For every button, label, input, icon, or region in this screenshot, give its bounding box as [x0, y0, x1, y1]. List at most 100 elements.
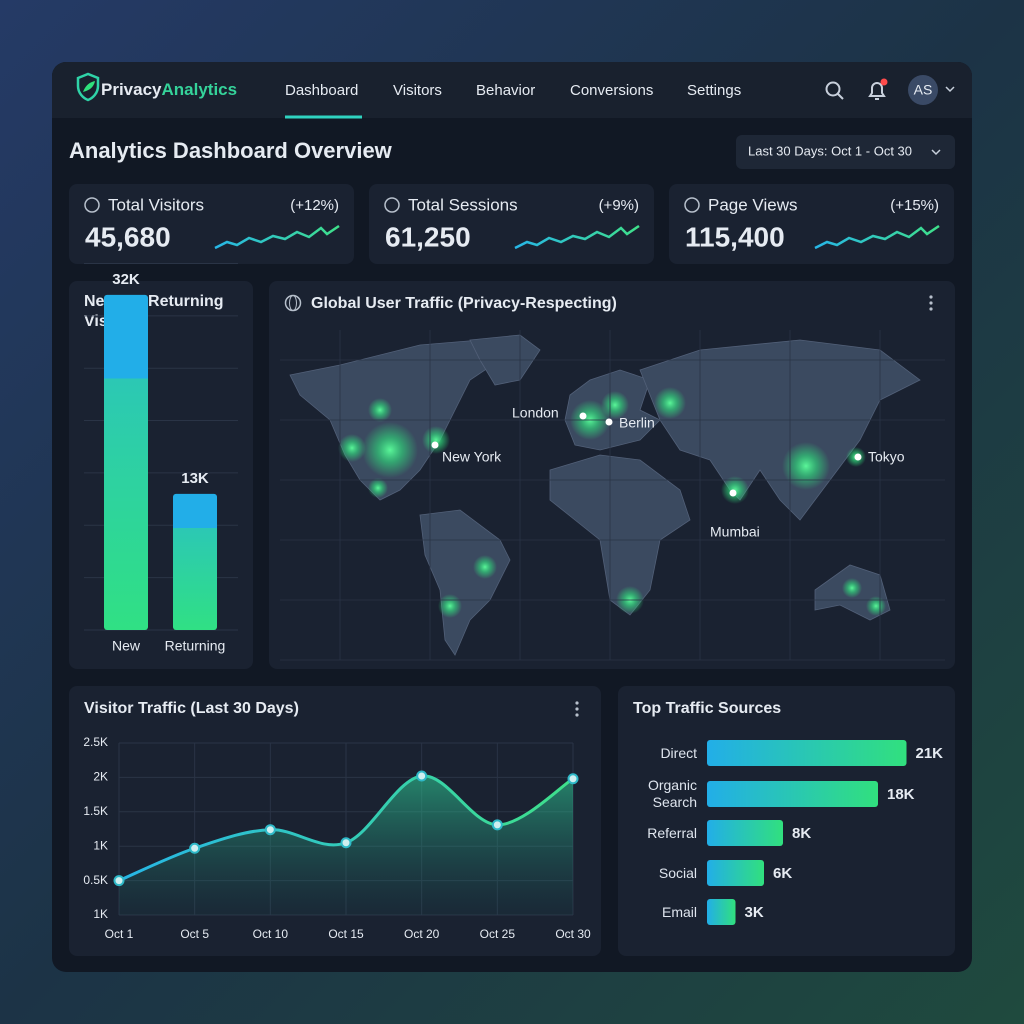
globe-icon-meridian: [289, 295, 297, 311]
menu-dot[interactable]: [575, 701, 579, 705]
y-tick-label: 1K: [93, 907, 108, 921]
kpi-value: 115,400: [685, 221, 785, 252]
bar: [173, 493, 217, 630]
kpi-change: (+15%): [890, 197, 939, 214]
y-tick-label-box: Direct: [660, 744, 697, 761]
nav-item[interactable]: Conversions: [570, 82, 653, 99]
traffic-title: Visitor Traffic (Last 30 Days): [84, 700, 299, 717]
kpi-icon: [684, 197, 700, 213]
x-tick-label: Oct 10: [253, 927, 289, 941]
line-point: [567, 773, 579, 785]
hotspot: [721, 476, 749, 504]
date-range-button[interactable]: [736, 135, 955, 169]
city-marker: [605, 418, 613, 426]
brand-part: Privacy: [101, 80, 162, 99]
bar-value-label: 18K: [887, 786, 915, 803]
menu-dot[interactable]: [575, 713, 579, 717]
brand-part: Analytics: [162, 80, 238, 99]
city-label: Mumbai: [710, 524, 760, 540]
city-marker: [729, 489, 737, 497]
bar-value-label: 21K: [916, 745, 944, 762]
bar: [707, 899, 736, 925]
notification-dot[interactable]: [880, 78, 888, 86]
line-point: [113, 875, 125, 887]
bar: [104, 294, 148, 630]
nav-item[interactable]: Behavior: [476, 82, 535, 99]
hotspot: [438, 594, 462, 618]
bar: [707, 781, 878, 807]
city-label: London: [512, 405, 559, 421]
kpi-sparkline: [214, 224, 340, 250]
x-tick-label: New: [112, 638, 141, 654]
search-handle[interactable]: [837, 93, 844, 100]
hotspot: [473, 555, 497, 579]
date-range-chevron[interactable]: [931, 149, 941, 156]
city-label: New York: [442, 449, 502, 465]
city-label: Berlin: [619, 415, 655, 431]
nav-item[interactable]: Settings: [687, 82, 741, 99]
search-icon[interactable]: [825, 81, 844, 100]
kpi-label: Page Views: [708, 195, 797, 214]
x-tick-label: Oct 30: [555, 927, 591, 941]
y-tick-label-box: Organic Search: [647, 777, 697, 810]
line-point: [340, 837, 352, 849]
avatar[interactable]: [908, 75, 938, 105]
x-tick-label: Oct 5: [180, 927, 209, 941]
y-tick-label-box: Email: [661, 903, 697, 920]
brand: PrivacyAnalytics: [101, 80, 237, 99]
bell[interactable]: [868, 82, 886, 100]
y-tick-label: 1K: [93, 838, 108, 852]
avatar-initials[interactable]: AS: [914, 82, 933, 98]
x-tick-label: Oct 25: [480, 927, 516, 941]
line-point: [416, 770, 428, 782]
continent: [549, 454, 691, 616]
city-marker: [854, 453, 862, 461]
kpi-change: (+9%): [599, 197, 639, 214]
date-range-label[interactable]: Last 30 Days: Oct 1 - Oct 30: [748, 143, 912, 158]
avatar-chevron[interactable]: [945, 86, 955, 93]
kpi-label: Total Sessions: [408, 195, 518, 214]
menu-dot[interactable]: [929, 295, 933, 299]
x-tick-label: Oct 1: [105, 927, 134, 941]
split-card: [69, 281, 253, 669]
hotspot: [866, 596, 886, 616]
map-title: Global User Traffic (Privacy-Respecting): [311, 295, 617, 312]
logo-leaf: [83, 81, 95, 92]
hotspot: [782, 442, 830, 490]
hotspot: [362, 422, 418, 478]
y-tick-label-box: Social: [658, 864, 697, 881]
kpi-card: [69, 184, 354, 264]
y-tick-label: 1.5K: [83, 804, 108, 818]
page-title: Analytics Dashboard Overview: [69, 138, 393, 163]
y-tick-label: Organic Search: [647, 777, 697, 810]
city-label: Tokyo: [868, 449, 905, 465]
menu-dot[interactable]: [929, 301, 933, 305]
nav-item[interactable]: Dashboard: [285, 82, 358, 99]
hotspot: [338, 434, 366, 462]
bar-value-label: 32K: [112, 271, 140, 288]
city-marker: [431, 441, 439, 449]
nav-item[interactable]: Visitors: [393, 82, 442, 99]
kpi-value: 45,680: [85, 221, 171, 252]
x-tick-label: Oct 20: [404, 927, 440, 941]
y-tick-label: Social: [658, 864, 697, 881]
y-tick-label: Referral: [647, 824, 697, 841]
city-marker: [579, 412, 587, 420]
y-tick-label: 0.5K: [83, 873, 108, 887]
kpi-icon: [384, 197, 400, 213]
line-point: [491, 819, 503, 831]
y-tick-label: Email: [661, 903, 697, 920]
search-lens[interactable]: [825, 81, 841, 97]
y-tick-label: Direct: [660, 744, 697, 761]
x-tick-label: Oct 15: [328, 927, 364, 941]
y-tick-label-box: Referral: [647, 824, 697, 841]
menu-dot[interactable]: [929, 307, 933, 311]
bar-value-label: 6K: [773, 865, 792, 882]
hotspot: [654, 387, 686, 419]
menu-dot[interactable]: [575, 707, 579, 711]
notifications-icon[interactable]: [868, 78, 888, 100]
bar: [707, 860, 764, 886]
hotspot: [601, 391, 629, 419]
